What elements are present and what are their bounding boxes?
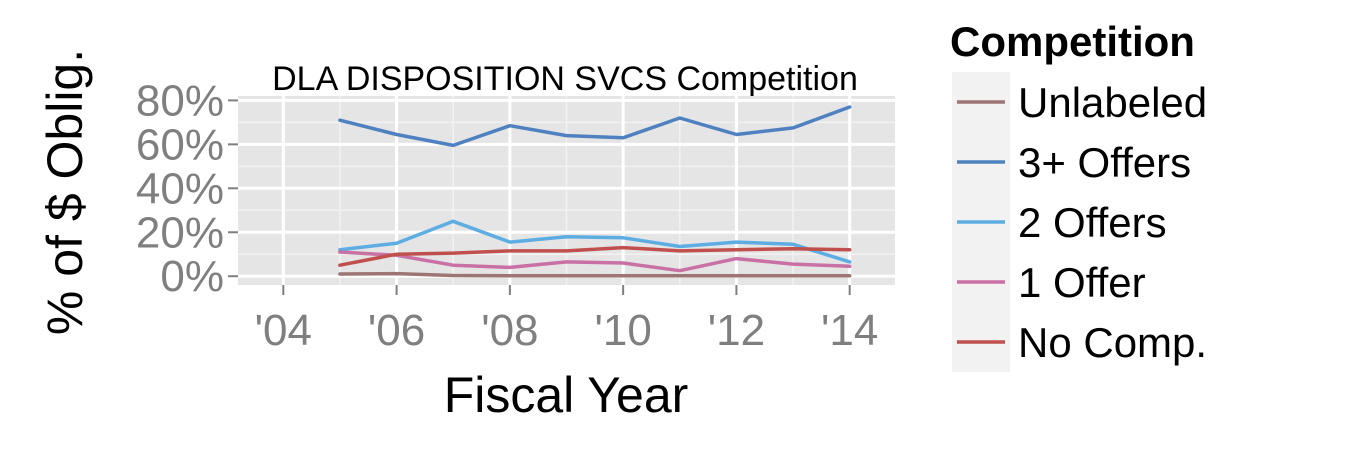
y-tick-label: 40% (136, 164, 224, 213)
series-line-1-offer (338, 250, 852, 273)
y-tick-label: 80% (136, 76, 224, 125)
x-tick-label: '12 (708, 306, 765, 355)
y-tick-labels: 0%20%40%60%80% (136, 76, 224, 301)
legend: Competition Unlabeled 3+ Offers 2 Offers 1 … (950, 18, 1207, 372)
x-tick-label: '14 (821, 306, 878, 355)
x-tick-labels: '04 '06 '08 '10 '12 '14 (255, 306, 879, 355)
series-line-2-offers (338, 219, 852, 264)
series-line-no-comp (338, 245, 852, 267)
x-tick-label: '10 (594, 306, 651, 355)
x-axis-title: Fiscal Year (444, 367, 689, 423)
y-tick-label: 60% (136, 120, 224, 169)
series-lines (338, 105, 852, 278)
x-tick-label: '06 (368, 306, 425, 355)
legend-label-no-comp: No Comp. (1018, 319, 1207, 366)
x-tick-label: '04 (255, 306, 312, 355)
x-tick-label: '08 (481, 306, 538, 355)
y-axis-title: % of $ Oblig. (37, 49, 93, 335)
legend-title: Competition (950, 18, 1195, 65)
series-line-3-offers (338, 105, 852, 148)
y-tick-label: 0% (160, 252, 224, 301)
series-line-unlabeled (338, 271, 852, 278)
chart-title: DLA DISPOSITION SVCS Competition (272, 60, 858, 98)
legend-label-1-offer: 1 Offer (1018, 259, 1146, 306)
axis-ticks (228, 99, 851, 295)
legend-label-2-offers: 2 Offers (1018, 199, 1167, 246)
legend-items: Unlabeled 3+ Offers 2 Offers 1 Offer No Comp… (952, 72, 1207, 372)
y-tick-label: 20% (136, 208, 224, 257)
legend-label-3-offers: 3+ Offers (1018, 139, 1191, 186)
legend-label-unlabeled: Unlabeled (1018, 79, 1207, 126)
